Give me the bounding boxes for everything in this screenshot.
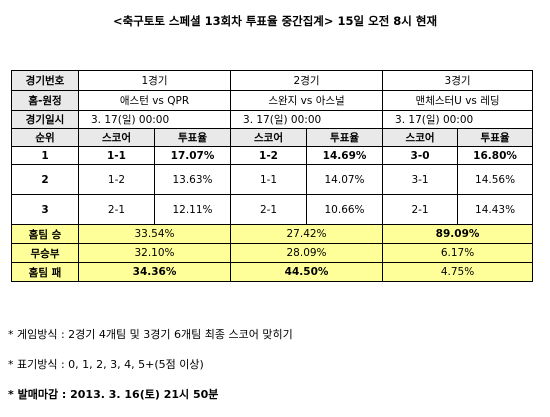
game-1-home-lose: 34.36% (77, 262, 232, 282)
home-away-label: 홈-원정 (11, 90, 79, 111)
game-1-matchup: 애스턴 vs QPR (77, 90, 232, 111)
rank-cell: 1 (11, 146, 79, 165)
game-1-rate-label: 투표율 (153, 128, 232, 147)
game-3-no: 3경기 (382, 70, 534, 91)
score-cell: 1-2 (230, 146, 308, 165)
score-cell: 3-0 (382, 146, 459, 165)
table-row: 2 1-2 13.63% 1-1 14.07% 3-1 14.56% (11, 164, 534, 195)
rate-cell: 13.63% (153, 164, 232, 195)
page-title: <축구토토 스페셜 13회차 투표율 중간집계> 15일 오전 8시 현재 (112, 14, 438, 28)
game-3-score-label: 스코어 (382, 128, 459, 147)
table-row: 1 1-1 17.07% 1-2 14.69% 3-0 16.80% (11, 146, 534, 165)
score-cell: 2-1 (230, 194, 308, 225)
score-cell: 1-1 (78, 146, 155, 165)
rate-cell: 17.07% (153, 146, 232, 165)
score-cell: 2-1 (382, 194, 459, 225)
game-2-score-label: 스코어 (230, 128, 308, 147)
game-2-date: 3. 17(일) 00:00 (230, 110, 384, 129)
game-3-matchup: 맨체스터U vs 레딩 (382, 90, 534, 111)
game-2-home-win: 27.42% (230, 224, 384, 244)
game-1-no: 1경기 (77, 70, 232, 91)
note-deadline: * 발매마감 : 2013. 3. 16(토) 21시 50분 (8, 388, 219, 401)
game-3-draw: 6.17% (382, 243, 534, 263)
game-1-draw: 32.10% (77, 243, 232, 263)
score-cell: 1-2 (78, 164, 155, 195)
game-2-home-lose: 44.50% (230, 262, 384, 282)
game-2-matchup: 스완지 vs 아스널 (230, 90, 384, 111)
date-row: 경기일시 3. 17(일) 00:00 3. 17(일) 00:00 3. 17… (11, 110, 534, 129)
subheader-row: 순위 스코어 투표율 스코어 투표율 스코어 투표율 (11, 128, 534, 147)
game-no-label: 경기번호 (11, 70, 79, 91)
date-label: 경기일시 (11, 110, 79, 129)
score-cell: 3-1 (382, 164, 459, 195)
rank-cell: 2 (11, 164, 79, 195)
rank-cell: 3 (11, 194, 79, 225)
rate-cell: 14.56% (457, 164, 534, 195)
game-3-home-win: 89.09% (382, 224, 534, 244)
rate-cell: 14.07% (306, 164, 384, 195)
header-row: 경기번호 1경기 2경기 3경기 (11, 70, 534, 91)
draw-row: 무승부 32.10% 28.09% 6.17% (11, 243, 534, 263)
game-2-no: 2경기 (230, 70, 384, 91)
game-2-draw: 28.09% (230, 243, 384, 263)
note-notation: * 표기방식 : 0, 1, 2, 3, 4, 5+(5점 이상) (8, 358, 204, 371)
rank-label: 순위 (11, 128, 79, 147)
game-3-date: 3. 17(일) 00:00 (382, 110, 534, 129)
vote-rate-table: 경기번호 1경기 2경기 3경기 홈-원정 애스턴 vs QPR 스완지 vs … (11, 70, 534, 282)
note-game-method: * 게임방식 : 2경기 4개팀 및 3경기 6개팀 최종 스코어 맞히기 (8, 328, 293, 341)
home-win-row: 홈팀 승 33.54% 27.42% 89.09% (11, 224, 534, 244)
rate-cell: 14.69% (306, 146, 384, 165)
game-2-rate-label: 투표율 (306, 128, 384, 147)
rate-cell: 16.80% (457, 146, 534, 165)
game-1-score-label: 스코어 (78, 128, 155, 147)
home-win-label: 홈팀 승 (11, 224, 79, 244)
game-3-rate-label: 투표율 (457, 128, 534, 147)
home-lose-label: 홈팀 패 (11, 262, 79, 282)
rate-cell: 12.11% (153, 194, 232, 225)
home-lose-row: 홈팀 패 34.36% 44.50% 4.75% (11, 262, 534, 282)
matchup-row: 홈-원정 애스턴 vs QPR 스완지 vs 아스널 맨체스터U vs 레딩 (11, 90, 534, 111)
game-3-home-lose: 4.75% (382, 262, 534, 282)
rate-cell: 14.43% (457, 194, 534, 225)
draw-label: 무승부 (11, 243, 79, 263)
rate-cell: 10.66% (306, 194, 384, 225)
table-row: 3 2-1 12.11% 2-1 10.66% 2-1 14.43% (11, 194, 534, 225)
score-cell: 1-1 (230, 164, 308, 195)
score-cell: 2-1 (78, 194, 155, 225)
game-1-home-win: 33.54% (77, 224, 232, 244)
game-1-date: 3. 17(일) 00:00 (77, 110, 232, 129)
